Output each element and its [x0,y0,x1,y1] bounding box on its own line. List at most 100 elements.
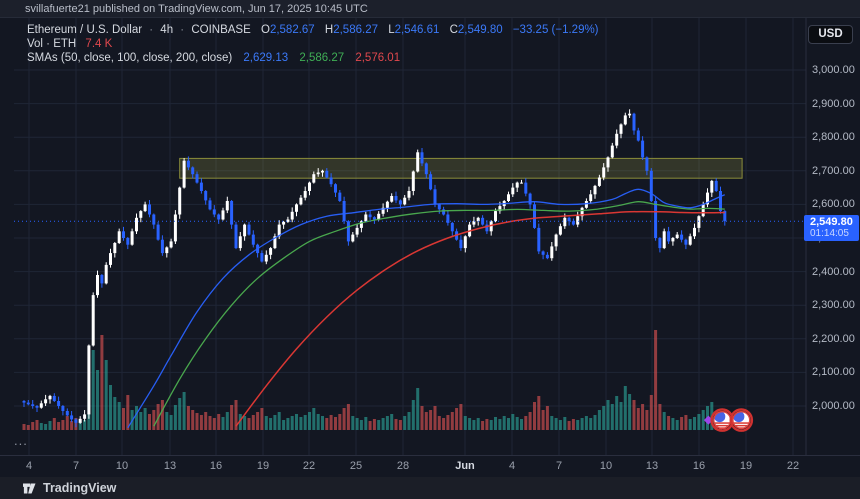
candle-body [212,209,216,215]
candle-body [113,243,117,254]
volume-bar [494,417,497,430]
candle-body [74,419,78,423]
volume-bar [385,416,389,430]
candle-body [321,170,324,173]
chart-pane[interactable] [0,18,860,477]
volume-bar [675,420,679,430]
candle-body [545,254,549,259]
volume-bar [96,370,99,430]
time-scale[interactable]: 4 7 10 13 16 19 22 25 28 Jun 4 7 10 13 16 19 22 [0,455,860,477]
volume-bar [658,404,662,430]
volume-bar [654,330,658,430]
candle-body [61,406,65,411]
tradingview-brand-text[interactable]: TradingView [43,481,117,495]
candle-body [243,224,247,237]
volume-bar [247,418,251,430]
candle-body [533,204,536,228]
volume-bar [308,412,311,430]
volume-bar [126,395,130,430]
volume-bar [299,417,303,430]
volume-bar [623,386,627,430]
eyes-sticker[interactable] [703,408,754,432]
volume-bar [48,421,52,430]
candle-body [178,187,182,215]
volume-bar [169,415,173,430]
candle-body [450,222,454,232]
volume-bar [602,406,606,430]
candle-body [31,404,35,406]
candle-body [580,207,584,217]
volume-bar [135,406,138,430]
time-tick-label: 16 [209,460,223,472]
candle-body [489,221,493,232]
volume-series [22,330,727,430]
candle-body [117,231,121,243]
volume-bar [584,416,588,430]
volume-bar [221,417,225,430]
time-tick-label: 7 [72,460,80,472]
volume-bar [83,420,87,430]
footer-bar: TradingView [0,477,860,499]
candle-body [35,406,39,408]
candle-body [325,170,329,178]
separator-dot: · [180,24,185,36]
candle-body [680,234,684,240]
volume-bar [381,418,385,430]
candle-body [277,224,281,237]
volume-bar [199,415,203,430]
currency-button[interactable]: USD [808,25,853,44]
time-tick-label: 19 [739,460,753,472]
time-tick-label: 13 [163,460,177,472]
price-scale[interactable]: 3,000.00 2,900.00 2,800.00 2,700.00 2,600.00… [806,18,860,455]
candle-body [355,227,359,235]
volume-bar [282,420,286,430]
volume-bar [148,414,151,430]
legend-symbol-row: Ethereum / U.S. Dollar · 4h · COINBASE O… [27,23,599,37]
volume-bar [91,350,95,430]
volume-bar [286,418,290,430]
candle-body [182,160,186,188]
volume-bar [593,415,597,430]
volume-bar [260,408,264,430]
volume-bar [217,414,221,430]
price-tick-label: 2,800.00 [812,131,855,144]
price-tick-label: 2,000.00 [812,400,855,412]
candle-body [57,401,61,406]
volume-bar [550,416,554,430]
candle-body [273,236,277,249]
high-value: 2,586.27 [333,24,378,36]
volume-bar [208,416,212,430]
eye-stripe [733,422,750,424]
candle-body [710,180,714,193]
volume-bar [359,420,363,430]
candle-body [424,163,428,175]
volume-bar [667,416,671,430]
last-price-badge[interactable]: 2,549.80 01:14:05 [804,215,859,241]
volume-bar [65,416,69,430]
volume-bar [243,416,247,430]
legend-more-button[interactable]: ... [14,433,28,448]
candle-body [403,197,407,205]
supply-zone-rectangle[interactable] [179,157,743,179]
candle-body [463,236,467,249]
price-tick-label: 2,400.00 [812,265,855,278]
volume-bar [351,416,355,430]
volume-bar [117,402,121,430]
candle-body [234,224,238,249]
candle-body [697,216,701,228]
candle-body [567,217,571,222]
candle-body [143,204,147,212]
legend-volume-row: Vol · ETH 7.4 K [27,37,599,51]
candle-body [645,157,649,171]
volume-bar [321,416,324,430]
candle-body [195,174,199,183]
time-tick-label: 19 [256,460,270,472]
candle-body [459,239,463,249]
volume-bar [100,335,104,430]
volume-bar [619,402,623,430]
candle-series [22,109,727,428]
candle-body [528,193,532,205]
tradingview-logo-icon[interactable] [22,481,37,496]
time-tick-label: 4 [508,460,516,472]
